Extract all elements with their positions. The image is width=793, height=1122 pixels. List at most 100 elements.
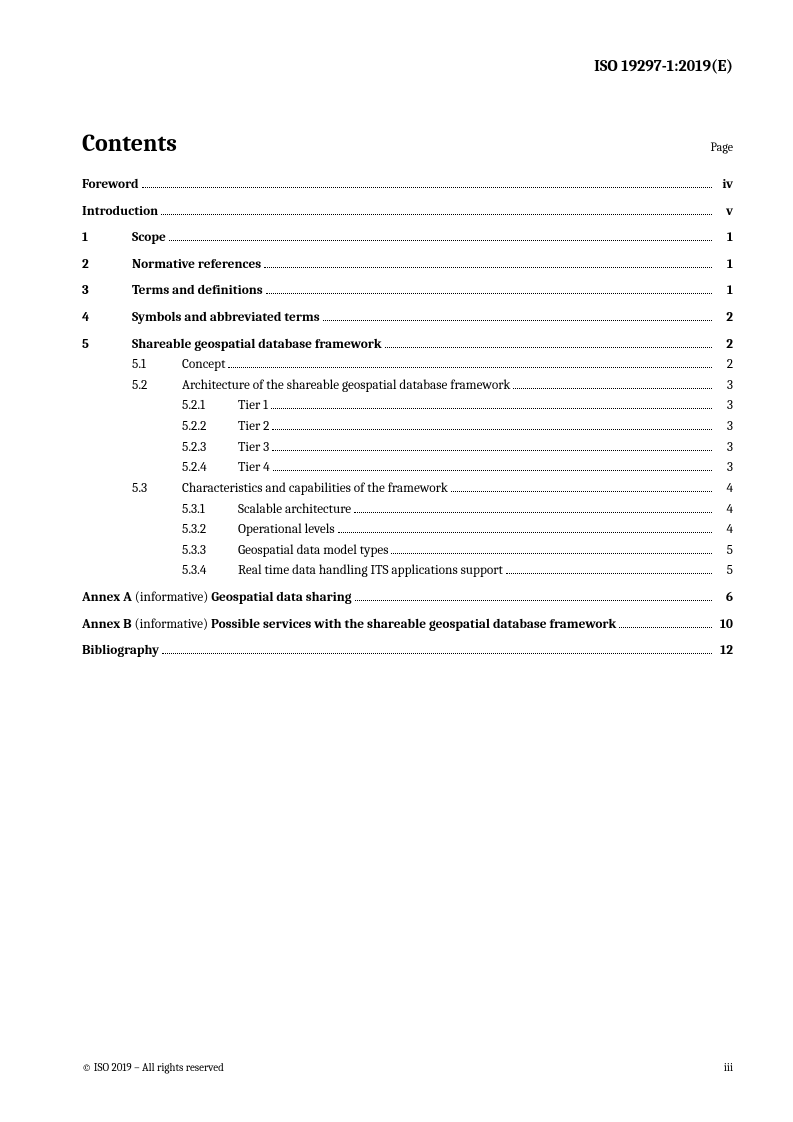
- toc-entry-title: Foreword: [82, 175, 139, 196]
- toc-entry-title: Bibliography: [82, 641, 159, 662]
- toc-subsubsection: 5.2.1 Tier 1 3: [82, 396, 733, 417]
- toc-entry-title: Operational levels: [238, 520, 335, 541]
- toc-entry-page: 2: [715, 308, 733, 329]
- toc-entry-title: Tier 2: [238, 417, 269, 438]
- toc-entry-page: 1: [715, 255, 733, 276]
- toc-entry-title: Concept: [182, 355, 225, 376]
- toc-entry-page: v: [715, 202, 733, 223]
- toc-entry-page: 1: [715, 228, 733, 249]
- toc-subsubsection: 5.2.4 Tier 4 3: [82, 458, 733, 479]
- toc-leader: [264, 256, 712, 268]
- annex-title: Geospatial data sharing: [211, 590, 351, 605]
- toc-entry-title: Geospatial data model types: [238, 541, 388, 562]
- toc-entry-number: 5.3.2: [182, 520, 238, 541]
- toc-leader: [273, 459, 712, 471]
- toc-annex: Annex B (informative) Possible services …: [82, 615, 733, 636]
- toc-entry-number: 5.3.3: [182, 541, 238, 562]
- toc-subsection: 5.2 Architecture of the shareable geospa…: [82, 376, 733, 397]
- toc-entry-number: 5: [82, 335, 132, 356]
- toc-entry-page: 2: [715, 355, 733, 376]
- toc-entry-page: 4: [715, 500, 733, 521]
- toc-entry-number: 1: [82, 228, 132, 249]
- page-column-label: Page: [711, 140, 733, 154]
- toc-entry-page: 4: [715, 479, 733, 500]
- toc-entry-title: Shareable geospatial database framework: [132, 335, 382, 356]
- contents-header: Contents Page: [82, 129, 733, 157]
- toc-entry-number: 2: [82, 255, 132, 276]
- page-footer: © ISO 2019 – All rights reserved iii: [82, 1061, 733, 1074]
- toc-section: 2 Normative references 1: [82, 255, 733, 276]
- toc-leader: [513, 377, 712, 389]
- toc-entry-page: 5: [715, 561, 733, 582]
- annex-prefix: Annex A: [82, 590, 132, 605]
- toc-leader: [619, 616, 712, 628]
- toc-section: 5 Shareable geospatial database framewor…: [82, 335, 733, 356]
- toc-entry-page: 1: [715, 281, 733, 302]
- toc-leader: [385, 336, 712, 348]
- toc-leader: [228, 356, 712, 368]
- toc-entry-page: 6: [715, 588, 733, 609]
- toc-leader: [142, 176, 712, 188]
- annex-prefix: Annex B: [82, 617, 132, 632]
- toc-leader: [169, 229, 712, 241]
- toc-leader: [391, 542, 712, 554]
- toc-entry-number: 4: [82, 308, 132, 329]
- toc-leader: [161, 203, 712, 215]
- toc-entry-page: 3: [715, 438, 733, 459]
- toc-entry-page: 2: [715, 335, 733, 356]
- annex-note: (informative): [135, 617, 209, 632]
- toc-entry-number: 5.2.3: [182, 438, 238, 459]
- toc-leader: [338, 521, 712, 533]
- toc-entry-number: 5.1: [132, 355, 182, 376]
- toc-entry-number: 5.3.4: [182, 561, 238, 582]
- toc-entry-title: Real time data handling ITS applications…: [238, 561, 503, 582]
- toc-entry-number: 5.3: [132, 479, 182, 500]
- toc-leader: [506, 562, 712, 574]
- document-id: ISO 19297-1:2019(E): [82, 57, 733, 75]
- page: ISO 19297-1:2019(E) Contents Page Forewo…: [0, 0, 793, 1122]
- toc-section: 1 Scope 1: [82, 228, 733, 249]
- toc-entry-page: 3: [715, 458, 733, 479]
- toc-entry-title: Symbols and abbreviated terms: [132, 308, 320, 329]
- toc-section: 4 Symbols and abbreviated terms 2: [82, 308, 733, 329]
- toc-subsubsection: 5.3.2 Operational levels 4: [82, 520, 733, 541]
- toc-bibliography: Bibliography 12: [82, 641, 733, 662]
- toc-entry-page: 12: [715, 641, 733, 662]
- toc-subsubsection: 5.3.1 Scalable architecture 4: [82, 500, 733, 521]
- toc-entry-page: iv: [715, 175, 733, 196]
- toc-annex: Annex A (informative) Geospatial data sh…: [82, 588, 733, 609]
- toc-leader: [355, 589, 712, 601]
- table-of-contents: Foreword iv Introduction v 1 Scope 1 2 N…: [82, 175, 733, 662]
- toc-subsubsection: 5.2.2 Tier 2 3: [82, 417, 733, 438]
- toc-leader: [272, 439, 712, 451]
- toc-leader: [451, 480, 712, 492]
- toc-entry-title: Annex A (informative) Geospatial data sh…: [82, 588, 352, 609]
- toc-subsection: 5.3 Characteristics and capabilities of …: [82, 479, 733, 500]
- toc-entry-number: 5.2.2: [182, 417, 238, 438]
- toc-leader: [354, 501, 712, 513]
- toc-entry-page: 10: [715, 615, 733, 636]
- toc-entry-title: Scalable architecture: [238, 500, 351, 521]
- toc-subsection: 5.1 Concept 2: [82, 355, 733, 376]
- toc-leader: [272, 418, 712, 430]
- toc-entry-page: 3: [715, 396, 733, 417]
- toc-entry-title: Scope: [132, 228, 166, 249]
- toc-leader: [271, 398, 712, 410]
- toc-leader: [162, 642, 712, 654]
- toc-subsubsection: 5.2.3 Tier 3 3: [82, 438, 733, 459]
- toc-entry-title: Tier 1: [238, 396, 268, 417]
- toc-subsubsection: 5.3.4 Real time data handling ITS applic…: [82, 561, 733, 582]
- toc-section: 3 Terms and definitions 1: [82, 281, 733, 302]
- toc-entry-page: 5: [715, 541, 733, 562]
- toc-entry-page: 4: [715, 520, 733, 541]
- toc-entry-page: 3: [715, 376, 733, 397]
- copyright-text: © ISO 2019 – All rights reserved: [82, 1061, 224, 1074]
- toc-foreword: Foreword iv: [82, 175, 733, 196]
- toc-entry-number: 5.2.4: [182, 458, 238, 479]
- contents-title: Contents: [82, 129, 177, 157]
- toc-entry-title: Annex B (informative) Possible services …: [82, 615, 616, 636]
- toc-subsubsection: 5.3.3 Geospatial data model types 5: [82, 541, 733, 562]
- toc-leader: [323, 309, 712, 321]
- toc-entry-title: Tier 4: [238, 458, 270, 479]
- toc-entry-number: 5.2: [132, 376, 182, 397]
